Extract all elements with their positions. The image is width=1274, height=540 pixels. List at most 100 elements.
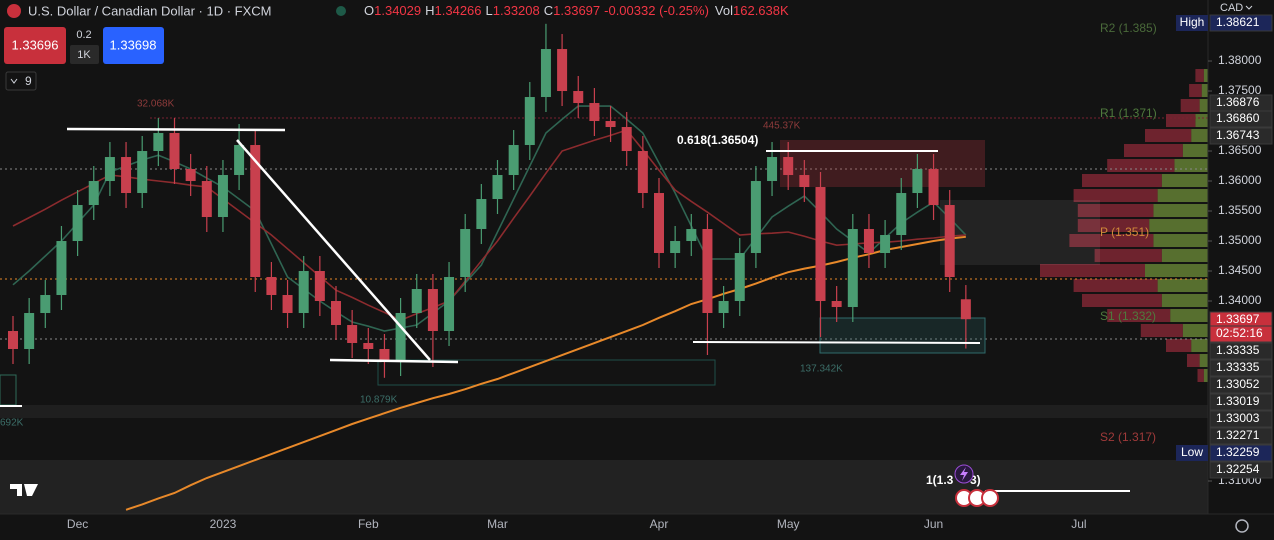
price-badge-label: 1.33052 [1216,377,1260,391]
spread: 0.2 [76,29,91,41]
candle-body [266,277,277,296]
symbol-title[interactable]: U.S. Dollar / Canadian Dollar · 1D · FXC… [28,3,271,18]
profile-up [1182,324,1208,338]
profile-up [1195,114,1208,128]
x-tick-label: Dec [67,517,88,531]
candle-body [831,301,842,308]
pivot-label: P (1.351) [1100,225,1149,239]
candle-body [686,229,697,242]
settings-button[interactable] [1235,519,1249,533]
price-badge-label: 1.33335 [1216,343,1260,357]
profile-up [1153,204,1208,218]
candles [8,23,971,511]
candle-body [880,235,891,254]
profile-down [1145,129,1192,143]
price-badge-label: 1.32259 [1216,445,1260,459]
candle-body [605,121,616,128]
trend-line [236,139,431,361]
event-icons [10,464,999,507]
profile-down [1077,204,1154,218]
sell-button[interactable] [4,27,66,64]
price-badge-label: 1.32271 [1216,428,1260,442]
label: Vol [715,3,733,18]
volume-profile [1040,69,1208,383]
candle-body [314,271,325,302]
y-tick-label: 1.38000 [1218,53,1262,67]
candle-body [282,295,293,314]
quantity-button[interactable] [70,45,99,64]
profile-down [1082,294,1162,308]
pivot-label: R1 (1.371) [1100,106,1157,120]
candle-body [896,193,907,236]
event-icon[interactable] [981,489,999,507]
candle-body [944,205,955,278]
y-tick-label: 1.35000 [1218,233,1262,247]
price-badge [1209,444,1273,462]
profile-up [1161,294,1208,308]
price-badge [1209,110,1273,128]
profile-down [1073,279,1158,293]
profile-down [1069,234,1154,248]
candle-body [88,181,99,206]
pivot-label: R2 (1.385) [1100,21,1157,35]
candle-body [411,289,422,314]
price-badge [1209,461,1273,479]
profile-down [1195,69,1204,83]
profile-up [1199,99,1208,113]
x-tick-label: May [777,517,800,531]
candle-body [670,241,681,254]
sell-price: 1.33696 [12,37,59,52]
profile-down [1107,159,1175,173]
price-badge-label: 1.36860 [1216,111,1260,125]
price-badge [1209,410,1273,428]
buy-button[interactable] [103,27,164,64]
price-badge-label: 1.38621 [1216,15,1260,29]
pivot-label: S2 (1.317) [1100,430,1156,444]
candle-body [524,97,535,146]
x-tick-label: Feb [358,517,379,531]
y-tick-label: 1.36000 [1218,173,1262,187]
candle-body [847,229,858,308]
candle-body [234,145,245,176]
price-badge [1209,127,1273,145]
label: C [544,3,553,18]
profile-down [1077,219,1150,233]
collapse-button[interactable] [5,71,37,91]
value: 162.638K [733,3,789,18]
price-badge-label: 1.32254 [1216,462,1260,476]
annotation: 1(1.3 [926,473,954,487]
zone [940,200,1100,265]
moving-average [12,129,966,322]
candle-body [427,289,438,332]
price-badge [1209,342,1273,360]
x-tick-label: Jun [924,517,943,531]
icon [1245,5,1253,10]
annotation: 10.879K [360,395,398,406]
profile-down [1166,114,1196,128]
moving-average [125,235,966,511]
y-tick-label: 1.35500 [1218,203,1262,217]
profile-up [1149,219,1208,233]
candle-body [104,157,115,182]
profile-up [1182,144,1208,158]
profile-down [1166,339,1192,353]
candle-body [863,229,874,254]
profile-up [1191,129,1208,143]
candle-body [40,295,51,314]
candle-body [8,331,18,350]
currency[interactable]: CAD [1220,2,1243,14]
candle-body [72,205,83,242]
candle-body [460,229,471,278]
profile-down [1189,84,1202,98]
label: O [364,3,374,18]
price-badge-label: 02:52:16 [1216,326,1263,340]
indicator-count: 9 [25,74,32,88]
price-badge-label: 1.33003 [1216,411,1260,425]
profile-up [1145,264,1208,278]
value: 1.34266 [435,3,482,18]
profile-down [1073,189,1158,203]
candle-body [185,169,196,182]
pivot-label: S1 (1.332) [1100,309,1156,323]
